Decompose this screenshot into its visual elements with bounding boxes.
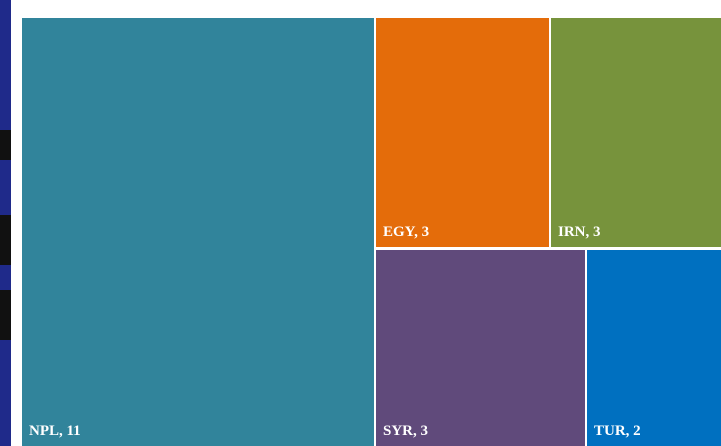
tile-irn: IRN, 3 — [551, 18, 721, 247]
left-edge-strip — [0, 290, 11, 340]
tile-label-tur: TUR, 2 — [594, 423, 641, 439]
tile-rect-npl — [22, 18, 374, 446]
tile-egy: EGY, 3 — [376, 18, 549, 247]
tile-label-egy: EGY, 3 — [383, 224, 429, 240]
tile-label-irn: IRN, 3 — [558, 224, 601, 240]
tile-rect-irn — [551, 18, 721, 247]
left-edge-strip — [0, 130, 11, 160]
tile-syr: SYR, 3 — [376, 250, 585, 446]
treemap-chart: NPL, 11 EGY, 3 IRN, 3 SYR, 3 TUR, 2 — [22, 18, 721, 446]
tile-rect-egy — [376, 18, 549, 247]
tile-rect-syr — [376, 250, 585, 446]
tile-rect-tur — [587, 250, 721, 446]
chart-frame: NPL, 11 EGY, 3 IRN, 3 SYR, 3 TUR, 2 — [11, 0, 721, 446]
tile-label-syr: SYR, 3 — [383, 423, 428, 439]
left-edge-strip — [0, 215, 11, 265]
tile-label-npl: NPL, 11 — [29, 423, 81, 439]
tile-npl: NPL, 11 — [22, 18, 374, 446]
tile-tur: TUR, 2 — [587, 250, 721, 446]
